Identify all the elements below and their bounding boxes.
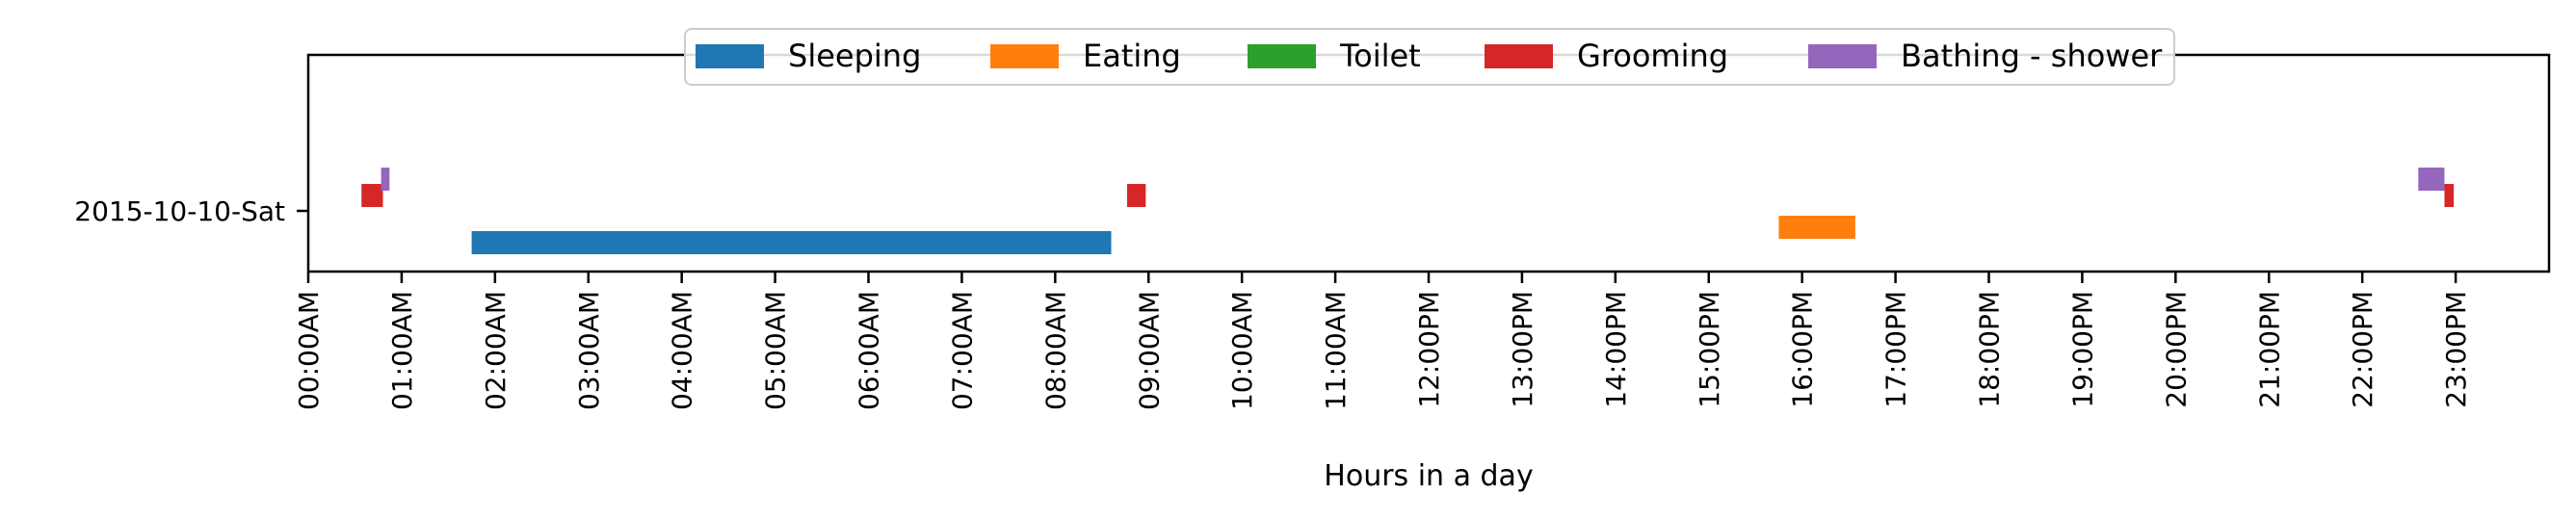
x-tick-label: 22:00PM [2347,291,2379,408]
bar-grooming-0 [361,184,383,207]
x-tick-label: 09:00AM [1133,291,1165,410]
x-tick-label: 16:00PM [1787,291,1819,408]
x-tick-label: 20:00PM [2160,291,2192,408]
x-tick-label: 03:00AM [573,291,605,410]
x-tick-label: 23:00PM [2440,291,2472,408]
y-axis: 2015-10-10-Sat [74,195,308,227]
x-tick-label: 05:00AM [760,291,792,410]
legend-swatch-sleeping [696,44,764,68]
x-tick-label: 06:00AM [854,291,885,410]
x-tick-label: 15:00PM [1694,291,1725,408]
legend-label-bathing-shower: Bathing - shower [1901,38,2163,74]
x-tick-label: 14:00PM [1600,291,1632,408]
legend-swatch-toilet [1248,44,1316,68]
x-tick-label: 00:00AM [293,291,325,410]
x-axis: 00:00AM 01:00AM 02:00AM 03:00AM 04:00AM 05:00… [293,272,2472,410]
x-tick-label: 07:00AM [946,291,978,410]
activity-bars [361,168,2455,254]
bar-grooming-2 [2444,184,2455,207]
x-tick-label: 01:00AM [386,291,418,410]
x-tick-label: 13:00PM [1507,291,1538,408]
legend-label-eating: Eating [1083,38,1181,74]
x-tick-label: 10:00AM [1226,291,1258,410]
x-tick-label: 04:00AM [667,291,698,410]
x-tick-label: 11:00AM [1320,291,1352,410]
legend-swatch-eating [990,44,1059,68]
bar-eating-0 [1778,216,1855,239]
x-tick-label: 18:00PM [1974,291,2006,408]
x-tick-label: 19:00PM [2066,291,2098,408]
bar-bathing-shower-1 [2418,168,2445,191]
x-tick-label: 12:00PM [1413,291,1445,408]
legend-label-sleeping: Sleeping [788,38,921,74]
legend-label-toilet: Toilet [1339,38,1421,74]
legend-swatch-bathing-shower [1808,44,1877,68]
legend-label-grooming: Grooming [1577,38,1728,74]
y-tick-label: 2015-10-10-Sat [74,195,285,227]
bar-sleeping-0 [471,231,1112,254]
x-tick-label: 21:00PM [2253,291,2285,408]
x-tick-label: 02:00AM [480,291,512,410]
bar-grooming-1 [1126,184,1146,207]
x-axis-label: Hours in a day [1324,459,1533,493]
legend: Sleeping Eating Toilet Grooming Bathing - sh… [684,28,2175,86]
legend-swatch-grooming [1485,44,1553,68]
x-tick-label: 17:00PM [1880,291,1912,408]
legend-box [684,28,2175,86]
bar-bathing-shower-0 [381,168,390,191]
x-tick-label: 08:00AM [1039,291,1071,410]
